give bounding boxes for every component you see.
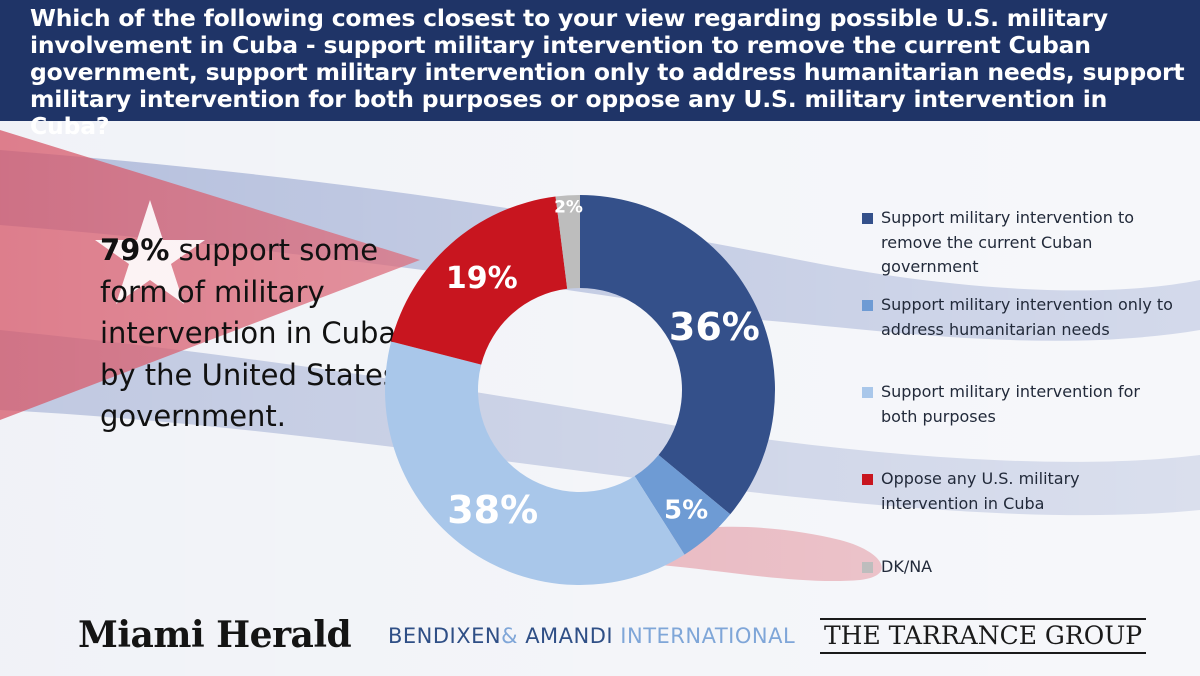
donut-slice-support-military-intervention-to-remove-the-current-cuban-government xyxy=(580,195,775,515)
donut-slice-support-military-intervention-only-to-address-humanitarian-needs xyxy=(634,455,731,555)
data-label-oppose-any-u-s-military-intervention-in-cuba: 19% xyxy=(446,261,518,296)
legend-label: Oppose any U.S. military intervention in… xyxy=(881,469,1080,513)
donut-slice-dk-na xyxy=(555,195,580,289)
logo-bendixen: BENDIXEN xyxy=(388,624,502,648)
legend-item-support-military-intervention-for-both-purposes: Support military intervention for both p… xyxy=(862,380,1192,429)
donut-chart: 36% 5% 38% 19% 2% xyxy=(385,195,775,585)
tarrance-group-logo: THE TARRANCE GROUP xyxy=(820,618,1147,654)
donut-slice-support-military-intervention-for-both-purposes xyxy=(385,341,685,585)
data-label-support-military-intervention-to-remove-the-current-cuban-government: 36% xyxy=(669,305,760,349)
legend-swatch xyxy=(862,387,873,398)
legend-item-oppose-any-u-s-military-intervention-in-cuba: Oppose any U.S. military intervention in… xyxy=(862,467,1192,516)
callout-text: 79% support some form of military interv… xyxy=(100,230,400,438)
legend-swatch xyxy=(862,474,873,485)
question-text: Which of the following comes closest to … xyxy=(30,4,1185,140)
callout-percent: 79% xyxy=(100,233,170,267)
logo-bar: Miami Herald BENDIXEN& AMANDI INTERNATIO… xyxy=(0,612,1200,662)
legend-item-support-military-intervention-to-remove-the-current-cuban-government: Support military intervention to remove … xyxy=(862,206,1192,280)
legend-label: Support military intervention only to ad… xyxy=(881,295,1173,339)
legend-label: Support military intervention for both p… xyxy=(881,382,1140,426)
logo-ampersand: & xyxy=(501,624,519,648)
legend-item-dk-na: DK/NA xyxy=(862,555,1192,580)
donut-slice-oppose-any-u-s-military-intervention-in-cuba xyxy=(391,196,568,365)
legend-swatch xyxy=(862,562,873,573)
logo-international: INTERNATIONAL xyxy=(613,624,796,648)
legend-swatch xyxy=(862,300,873,311)
logo-amandi: AMANDI xyxy=(518,624,614,648)
legend-label: Support military intervention to remove … xyxy=(881,208,1134,276)
miami-herald-logo: Miami Herald xyxy=(78,614,352,656)
callout-body: support some form of military interventi… xyxy=(100,233,398,433)
legend-label: DK/NA xyxy=(881,557,933,576)
data-label-support-military-intervention-for-both-purposes: 38% xyxy=(447,488,538,532)
data-label-support-military-intervention-only-to-address-humanitarian-needs: 5% xyxy=(664,495,708,525)
data-label-dk-na: 2% xyxy=(554,197,583,217)
bendixen-amandi-logo: BENDIXEN& AMANDI INTERNATIONAL xyxy=(388,624,795,648)
question-header: Which of the following comes closest to … xyxy=(0,0,1200,140)
legend-swatch xyxy=(862,213,873,224)
legend-item-support-military-intervention-only-to-address-humanitarian-needs: Support military intervention only to ad… xyxy=(862,293,1192,342)
